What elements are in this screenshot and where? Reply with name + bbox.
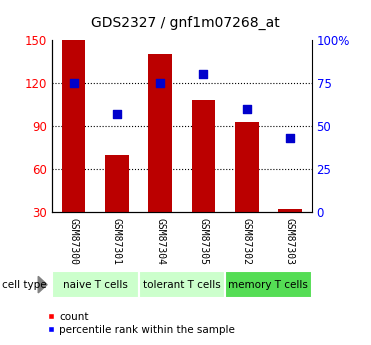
Legend: count, percentile rank within the sample: count, percentile rank within the sample [42,308,239,339]
Point [70,80,76,86]
Bar [148,54,172,212]
Bar [105,155,129,212]
Bar [191,100,215,212]
Text: GSM87301: GSM87301 [112,218,122,265]
Bar [278,209,302,212]
Text: GSM87303: GSM87303 [285,218,295,265]
Text: GDS2327 / gnf1m07268_at: GDS2327 / gnf1m07268_at [91,16,280,30]
Bar [225,271,312,298]
Text: tolerant T cells: tolerant T cells [143,280,221,289]
Text: naive T cells: naive T cells [63,280,128,289]
Point [244,106,250,111]
Bar [235,122,259,212]
Text: GSM87305: GSM87305 [198,218,209,265]
Text: GSM87300: GSM87300 [69,218,79,265]
Point [157,80,163,86]
Polygon shape [38,276,47,293]
Bar [52,271,138,298]
Text: GSM87302: GSM87302 [242,218,252,265]
Bar [138,271,225,298]
Point [114,111,120,117]
Point [200,71,206,77]
Bar [62,40,85,212]
Text: GSM87304: GSM87304 [155,218,165,265]
Point [287,135,293,141]
Text: cell type: cell type [2,280,46,289]
Text: memory T cells: memory T cells [229,280,308,289]
